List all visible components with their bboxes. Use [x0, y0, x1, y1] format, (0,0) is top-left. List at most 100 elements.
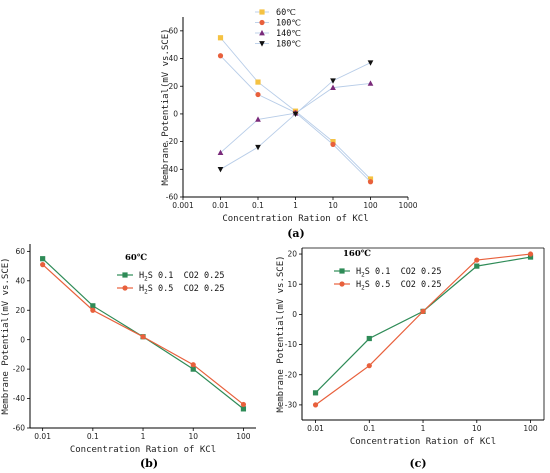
- y-tick-label: 20: [287, 250, 297, 259]
- x-tick-label: 100: [236, 432, 251, 441]
- panel-temperature-note: 160℃: [343, 249, 371, 259]
- chart-panel-b: 0.01 0.1 1 10 100 -60 -40 -20 0 20 40 60 Concentrati…: [1, 244, 256, 470]
- legend-label-rest: S 0.5 CO2 0.25: [148, 284, 225, 294]
- legend-marker: [339, 281, 345, 287]
- legend-label: 100℃: [276, 19, 301, 29]
- y-tick-label: 0: [20, 335, 25, 344]
- data-point: [330, 139, 336, 145]
- y-tick-label: -40: [13, 394, 25, 403]
- legend-label: 180℃: [276, 40, 301, 50]
- legend-marker: [339, 268, 345, 274]
- data-point: [366, 363, 372, 369]
- y-tick-label: -60: [13, 424, 25, 433]
- legend-label: H2S 0.1 CO2 0.25: [356, 267, 442, 279]
- legend-label-subscript: 2: [144, 289, 148, 296]
- legend-item: 100℃: [255, 19, 301, 29]
- y-tick-label: -40: [166, 165, 178, 174]
- legend-label-rest: S 0.1 CO2 0.25: [148, 271, 225, 281]
- x-tick-label: 1: [421, 424, 426, 433]
- y-tick-label: -60: [166, 193, 178, 202]
- y-tick-label: 60: [15, 247, 25, 256]
- x-tick-label: 1000: [398, 201, 417, 210]
- legend-label-subscript: 2: [361, 272, 365, 279]
- data-point: [255, 116, 261, 122]
- x-tick-label: 10: [472, 424, 482, 433]
- legend-label: H2S 0.5 CO2 0.25: [139, 284, 225, 296]
- x-tick-label: 1: [141, 432, 146, 441]
- data-point: [217, 149, 224, 156]
- data-point: [90, 307, 96, 313]
- data-point: [240, 406, 247, 412]
- data-point: [420, 308, 426, 314]
- data-point: [330, 78, 336, 84]
- data-point: [367, 80, 374, 86]
- y-axis-title: Membrane Potential(mV vs.SCE): [1, 257, 11, 414]
- data-point: [140, 334, 146, 340]
- x-tick-label: 0.1: [87, 432, 99, 441]
- y-tick-label: -20: [13, 365, 25, 374]
- legend-label-subscript: 2: [144, 276, 148, 283]
- y-tick-label: 0: [173, 110, 178, 119]
- legend-label: H2S 0.1 CO2 0.25: [139, 271, 225, 283]
- y-tick-label: -30: [285, 401, 297, 410]
- legend-label-main: H: [139, 271, 144, 281]
- data-point: [217, 53, 224, 59]
- y-tick-label: -10: [285, 340, 297, 349]
- y-tick-label: 20: [168, 82, 178, 91]
- y-tick-label: 60: [168, 26, 178, 35]
- x-tick-label: 1: [293, 201, 298, 210]
- x-tick-label: 100: [523, 424, 538, 433]
- data-point: [292, 111, 299, 118]
- data-point: [330, 84, 336, 90]
- data-point: [240, 401, 247, 408]
- x-tick-label: 100: [363, 201, 378, 210]
- y-tick-label: 40: [15, 276, 25, 285]
- data-point: [190, 366, 196, 372]
- x-axis-title: Concentration Ration of KCl: [222, 214, 368, 224]
- chart-panel-c: 0.01 0.1 1 10 100 -30 -20 -10 0 10 20 Concentration…: [276, 247, 545, 470]
- x-tick-label: 0.001: [172, 201, 194, 210]
- legend-label-subscript: 2: [361, 285, 365, 292]
- legend-label: 60℃: [276, 8, 296, 18]
- data-point: [40, 256, 46, 262]
- legend-label-rest: S 0.1 CO2 0.25: [365, 267, 442, 277]
- x-axis-title: Concentration Ration of KCl: [350, 437, 496, 447]
- y-axis-title: Membrane Potential(mV vs.SCE): [161, 28, 171, 185]
- y-tick-label: -20: [285, 370, 297, 379]
- y-tick-label: -20: [166, 137, 178, 146]
- panel-label: (a): [287, 227, 305, 240]
- legend-label-main: H: [356, 280, 361, 290]
- panel-label: (c): [409, 457, 426, 470]
- data-point: [312, 402, 319, 408]
- data-point: [366, 335, 372, 342]
- legend-item: H2S 0.5 CO2 0.25: [334, 280, 442, 292]
- legend-item: 180℃: [255, 40, 301, 50]
- legend-label-main: H: [356, 267, 361, 277]
- data-point: [217, 166, 224, 173]
- x-tick-label: 10: [188, 432, 198, 441]
- data-point: [367, 176, 374, 182]
- x-tick-label: 0.01: [34, 432, 51, 441]
- legend-marker: [259, 29, 265, 36]
- legend-marker: [259, 41, 265, 47]
- data-point: [312, 390, 319, 396]
- data-point: [90, 303, 96, 309]
- x-tick-label: 0.1: [363, 424, 375, 433]
- data-point: [474, 257, 480, 263]
- legend-item: 60℃: [255, 8, 296, 18]
- data-point: [190, 362, 196, 368]
- legend-label-rest: S 0.5 CO2 0.25: [365, 280, 442, 290]
- x-axis-title: Concentration Ration of KCl: [70, 445, 216, 455]
- legend-item: H2S 0.1 CO2 0.25: [334, 267, 442, 279]
- y-tick-label: 20: [15, 306, 25, 315]
- legend-item: H2S 0.1 CO2 0.25: [117, 271, 225, 283]
- data-point: [40, 262, 46, 268]
- data-point: [330, 141, 336, 147]
- legend-item: H2S 0.5 CO2 0.25: [117, 284, 225, 296]
- legend-item: 140℃: [255, 29, 301, 39]
- data-point: [217, 35, 224, 41]
- y-tick-label: 40: [168, 54, 178, 63]
- data-point: [255, 79, 261, 85]
